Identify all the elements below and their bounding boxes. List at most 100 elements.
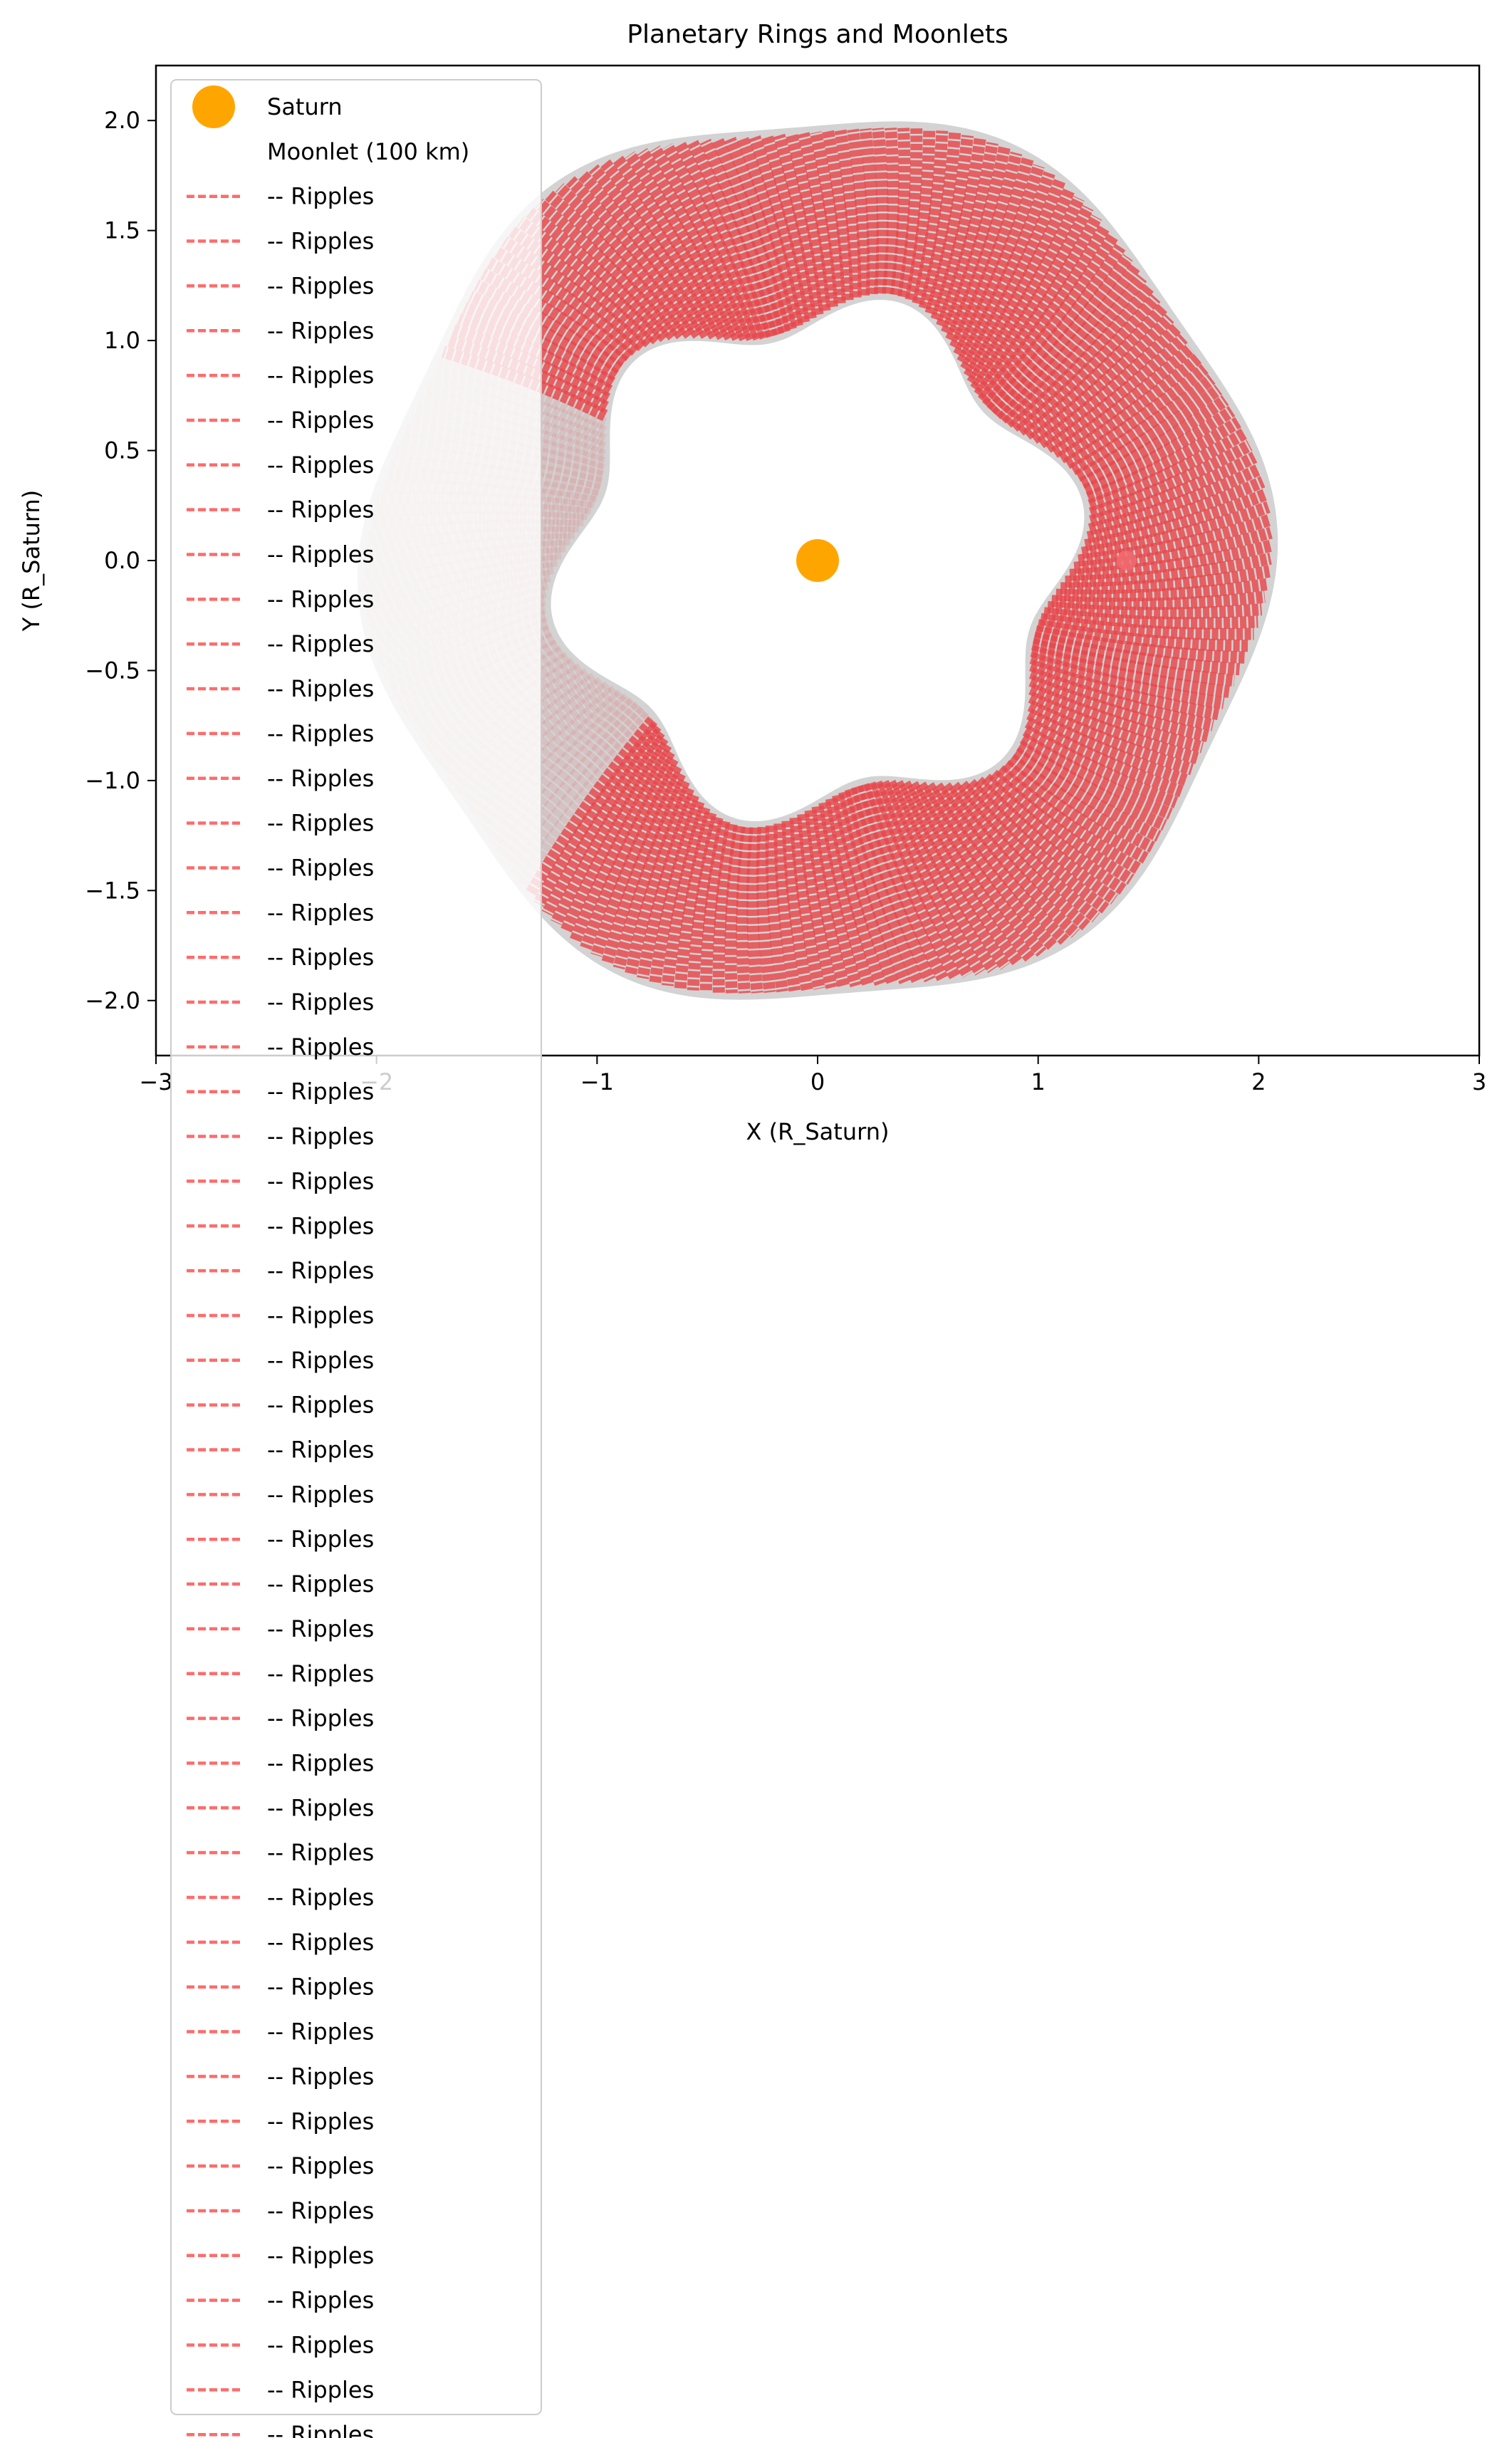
legend-ripple-label: -- Ripples (267, 1392, 374, 1419)
ripple-strand (1031, 638, 1235, 687)
ripple-strand (712, 823, 738, 993)
legend-ripple-label: -- Ripples (267, 1033, 374, 1061)
ripple-strand (882, 127, 900, 295)
y-tick-label: 0.0 (104, 547, 140, 574)
legend-ripple-label: -- Ripples (267, 541, 374, 568)
legend-label: Saturn (267, 93, 343, 120)
legend-ripple-label: -- Ripples (267, 2108, 374, 2135)
ripple-strand (1088, 439, 1253, 519)
legend-ripple-label: -- Ripples (267, 228, 374, 255)
ripple-strand (1024, 717, 1184, 798)
ripple-strand (580, 756, 679, 950)
ripple-strand (601, 771, 686, 964)
ripple-strand (545, 190, 687, 340)
y-tick-label: 0.5 (104, 437, 140, 464)
ripple-strand (963, 187, 1075, 380)
legend-ripple-label: -- Ripples (267, 1839, 374, 1866)
legend-ripple-label: -- Ripples (267, 2287, 374, 2314)
ripple-strand (1036, 323, 1182, 449)
ripple-strand (847, 128, 870, 296)
ripple-strand (588, 164, 721, 340)
ripple-strand (761, 134, 817, 320)
ripple-strand (1089, 452, 1258, 528)
ripple-strand (940, 782, 1080, 938)
legend-ripple-label: -- Ripples (267, 810, 374, 837)
legend-ripple-label: -- Ripples (267, 1615, 374, 1642)
ripple-strand (1050, 343, 1195, 458)
legend-ripple-label: -- Ripples (267, 2018, 374, 2046)
ripple-strand (468, 290, 619, 381)
ripple-strand (565, 176, 704, 339)
legend-ripple-label: -- Ripples (267, 317, 374, 344)
x-tick-label: 1 (1031, 1068, 1045, 1095)
ripple-strand (904, 129, 936, 301)
ripple-strand (977, 224, 1110, 405)
ripple-strand (480, 268, 628, 368)
ripple-strand (1009, 283, 1154, 432)
ripple-strand (811, 806, 862, 988)
legend-ripple-label: -- Ripples (267, 452, 374, 479)
ripple-strand (1030, 645, 1230, 698)
ripple-strand (699, 138, 785, 336)
ripple-strand (1081, 501, 1271, 559)
legend-ripple-label: -- Ripples (267, 2242, 374, 2269)
ripple-strand (897, 128, 923, 298)
ripple-strand (995, 765, 1142, 875)
legend-ripple-label: -- Ripples (267, 1123, 374, 1150)
ripple-strand (914, 781, 1047, 957)
ripple-strand (997, 264, 1140, 424)
ripple-strand (953, 164, 1045, 358)
ripple-strand (966, 195, 1085, 387)
ripple-strand (765, 825, 788, 993)
ripple-strand (1028, 674, 1209, 742)
ripple-strands (363, 127, 1273, 994)
ripple-strand (650, 145, 758, 341)
ripple-strand (1029, 660, 1220, 721)
ripple-strand (1022, 303, 1167, 440)
ripple-strand (781, 821, 813, 991)
ripple-strand (1055, 578, 1268, 603)
ripple-strand (541, 728, 665, 917)
legend-ripple-label: -- Ripples (267, 854, 374, 881)
ripple-strand (1085, 417, 1241, 504)
ripple-strand (965, 778, 1110, 914)
y-tick-label: 1.0 (104, 327, 140, 354)
ripple-strand (1063, 363, 1209, 469)
ripple-strand (838, 790, 911, 984)
ripple-strand (674, 811, 717, 989)
legend-ripple-label: -- Ripples (267, 585, 374, 613)
x-tick-label: −3 (139, 1068, 172, 1095)
ripple-strand (884, 779, 999, 974)
ripple-strand (526, 207, 670, 343)
ripple-strand (936, 142, 999, 328)
legend-ripple-label: -- Ripples (267, 272, 374, 299)
ripple-strand (1058, 353, 1202, 464)
ripple-strand (1075, 384, 1223, 482)
ripple-strand (612, 778, 690, 970)
ripple-strand (872, 127, 889, 294)
ripple-strand (859, 127, 880, 295)
legend-ripple-label: -- Ripples (267, 675, 374, 702)
ripple-strand (1034, 625, 1245, 664)
legend-ripple-label: -- Ripples (267, 944, 374, 971)
ripple-strand (1060, 565, 1271, 595)
ripple-strand (1028, 667, 1214, 731)
x-axis-label: X (R_Saturn) (746, 1118, 890, 1145)
ripple-strand (877, 780, 986, 976)
plot-area (357, 121, 1278, 1000)
ripple-strand (773, 823, 801, 992)
ripple-strand (1086, 476, 1266, 543)
legend-ripple-label: -- Ripples (267, 899, 374, 926)
y-tick-label: −2.0 (85, 987, 140, 1014)
ripple-strand (956, 171, 1055, 365)
ripple-strand (501, 236, 647, 352)
ripple-strand (960, 179, 1065, 373)
ripple-strand (687, 816, 724, 991)
ripple-strand (989, 769, 1135, 885)
legend-ripple-label: -- Ripples (267, 2197, 374, 2224)
legend-ripple-label: -- Ripples (267, 362, 374, 389)
ripple-strand (649, 799, 705, 984)
ripple-strand (1032, 631, 1241, 676)
ripple-strand (625, 151, 744, 341)
ripple-strand (899, 780, 1023, 967)
